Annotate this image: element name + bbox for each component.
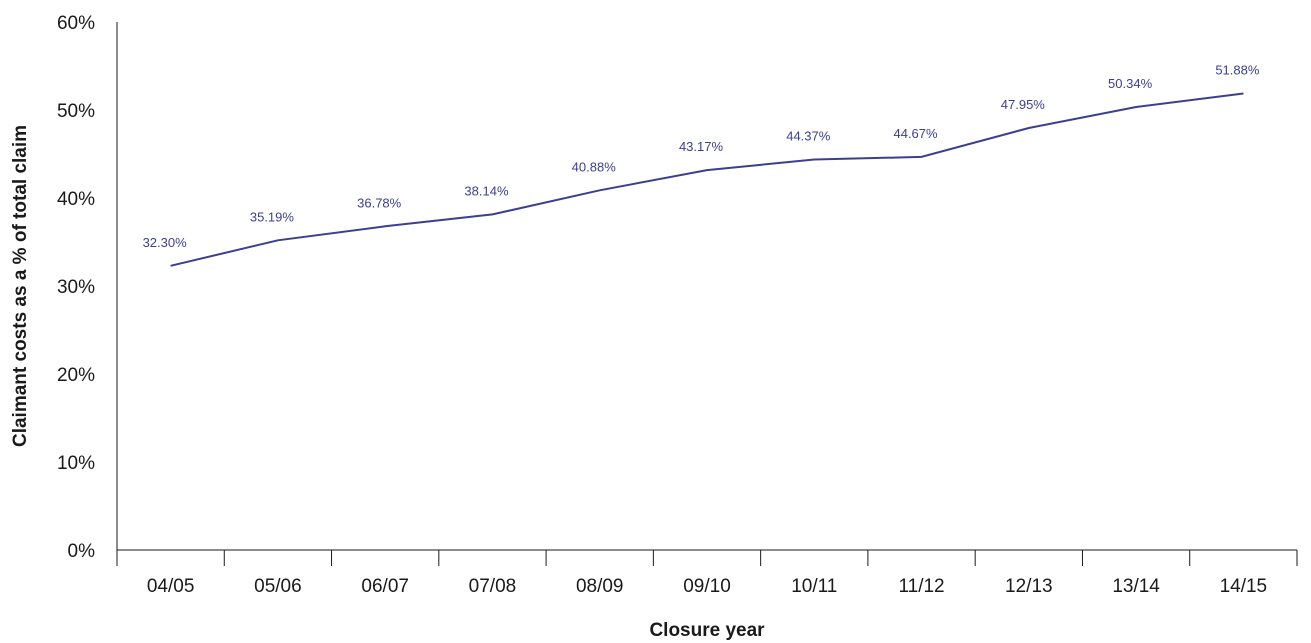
- y-tick-label: 30%: [57, 277, 95, 298]
- data-label: 40.88%: [572, 159, 617, 174]
- series-line: [170, 92, 1244, 267]
- x-tick-label: 11/12: [898, 576, 944, 597]
- x-tick-label: 10/11: [791, 576, 837, 597]
- x-axis-title: Closure year: [649, 620, 765, 641]
- y-tick-labels: 0% 10% 20% 30% 40% 50% 60%: [57, 13, 95, 562]
- y-tick-label: 10%: [57, 453, 95, 474]
- data-label: 35.19%: [250, 209, 295, 224]
- y-tick-label: 50%: [57, 101, 95, 122]
- data-label: 47.95%: [1001, 97, 1046, 112]
- data-label: 43.17%: [679, 139, 724, 154]
- x-tick-label: 04/05: [147, 576, 195, 597]
- x-tick-label: 07/08: [469, 576, 517, 597]
- x-tick-labels: 04/05 05/06 06/07 07/08 08/09 09/10 10/11 11/12…: [116, 550, 1298, 597]
- x-tick-label: 05/06: [254, 576, 302, 597]
- x-tick-label: 08/09: [576, 576, 624, 597]
- data-label: 51.88%: [1215, 62, 1260, 77]
- y-tick-label: 20%: [57, 365, 95, 386]
- data-label: 44.67%: [893, 126, 938, 141]
- x-tick-label: 13/14: [1112, 576, 1160, 597]
- x-tick-label: 06/07: [361, 576, 409, 597]
- y-tick-label: 0%: [68, 541, 96, 562]
- data-label: 36.78%: [357, 195, 402, 210]
- data-label: 50.34%: [1108, 76, 1153, 91]
- data-label: 38.14%: [464, 183, 509, 198]
- data-labels: 32.30% 35.19% 36.78% 38.14% 40.88% 43.17% 44.3…: [143, 62, 1260, 249]
- y-tick-label: 40%: [57, 189, 95, 210]
- y-axis-title: Claimant costs as a % of total claim: [10, 125, 31, 447]
- x-tick-label: 09/10: [683, 576, 731, 597]
- data-label: 32.30%: [143, 235, 188, 250]
- x-tick-label: 12/13: [1005, 576, 1053, 597]
- x-tick-label: 14/15: [1220, 576, 1268, 597]
- data-label: 44.37%: [786, 129, 831, 144]
- y-tick-label: 60%: [57, 13, 95, 34]
